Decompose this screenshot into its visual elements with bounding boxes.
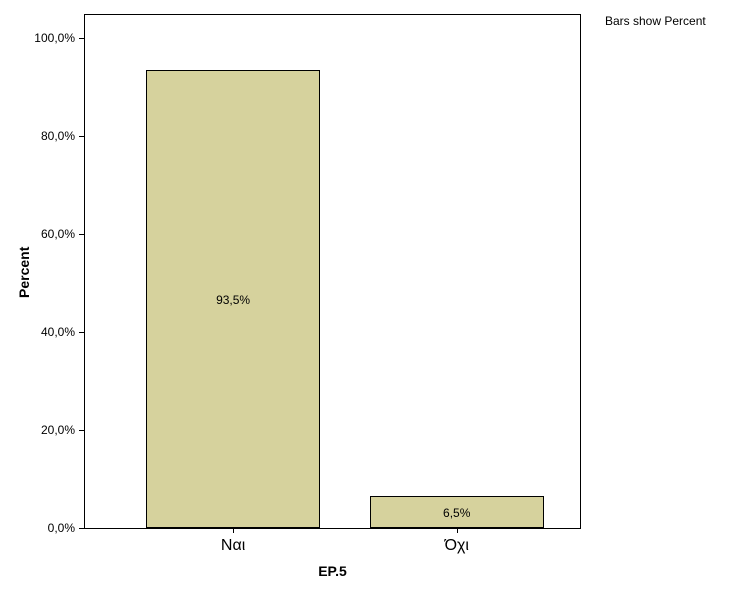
frame-left [84,14,85,528]
bar-value-label: 6,5% [370,506,544,520]
x-axis-label: EP.5 [84,563,581,579]
y-axis-label: Percent [16,238,32,298]
plot-area: 0,0%20,0%40,0%60,0%80,0%100,0%93,5%Ναι6,… [84,14,581,528]
x-tick [457,528,458,533]
frame-right [580,14,581,528]
category-label: Όχι [370,537,544,555]
y-tick-label: 40,0% [25,325,75,339]
y-tick [79,234,84,235]
category-label: Ναι [146,537,320,555]
y-tick-label: 0,0% [25,521,75,535]
y-tick [79,528,84,529]
frame-top [84,14,581,15]
y-tick-label: 60,0% [25,227,75,241]
y-tick [79,332,84,333]
axis-x-line [84,528,581,529]
y-tick [79,430,84,431]
x-tick [233,528,234,533]
bar-value-label: 93,5% [146,293,320,307]
y-tick-label: 100,0% [25,31,75,45]
y-tick-label: 20,0% [25,423,75,437]
chart-container: Bars show Percent Percent 0,0%20,0%40,0%… [0,0,746,599]
annotation-text: Bars show Percent [605,14,706,28]
y-tick [79,136,84,137]
y-tick-label: 80,0% [25,129,75,143]
y-tick [79,38,84,39]
